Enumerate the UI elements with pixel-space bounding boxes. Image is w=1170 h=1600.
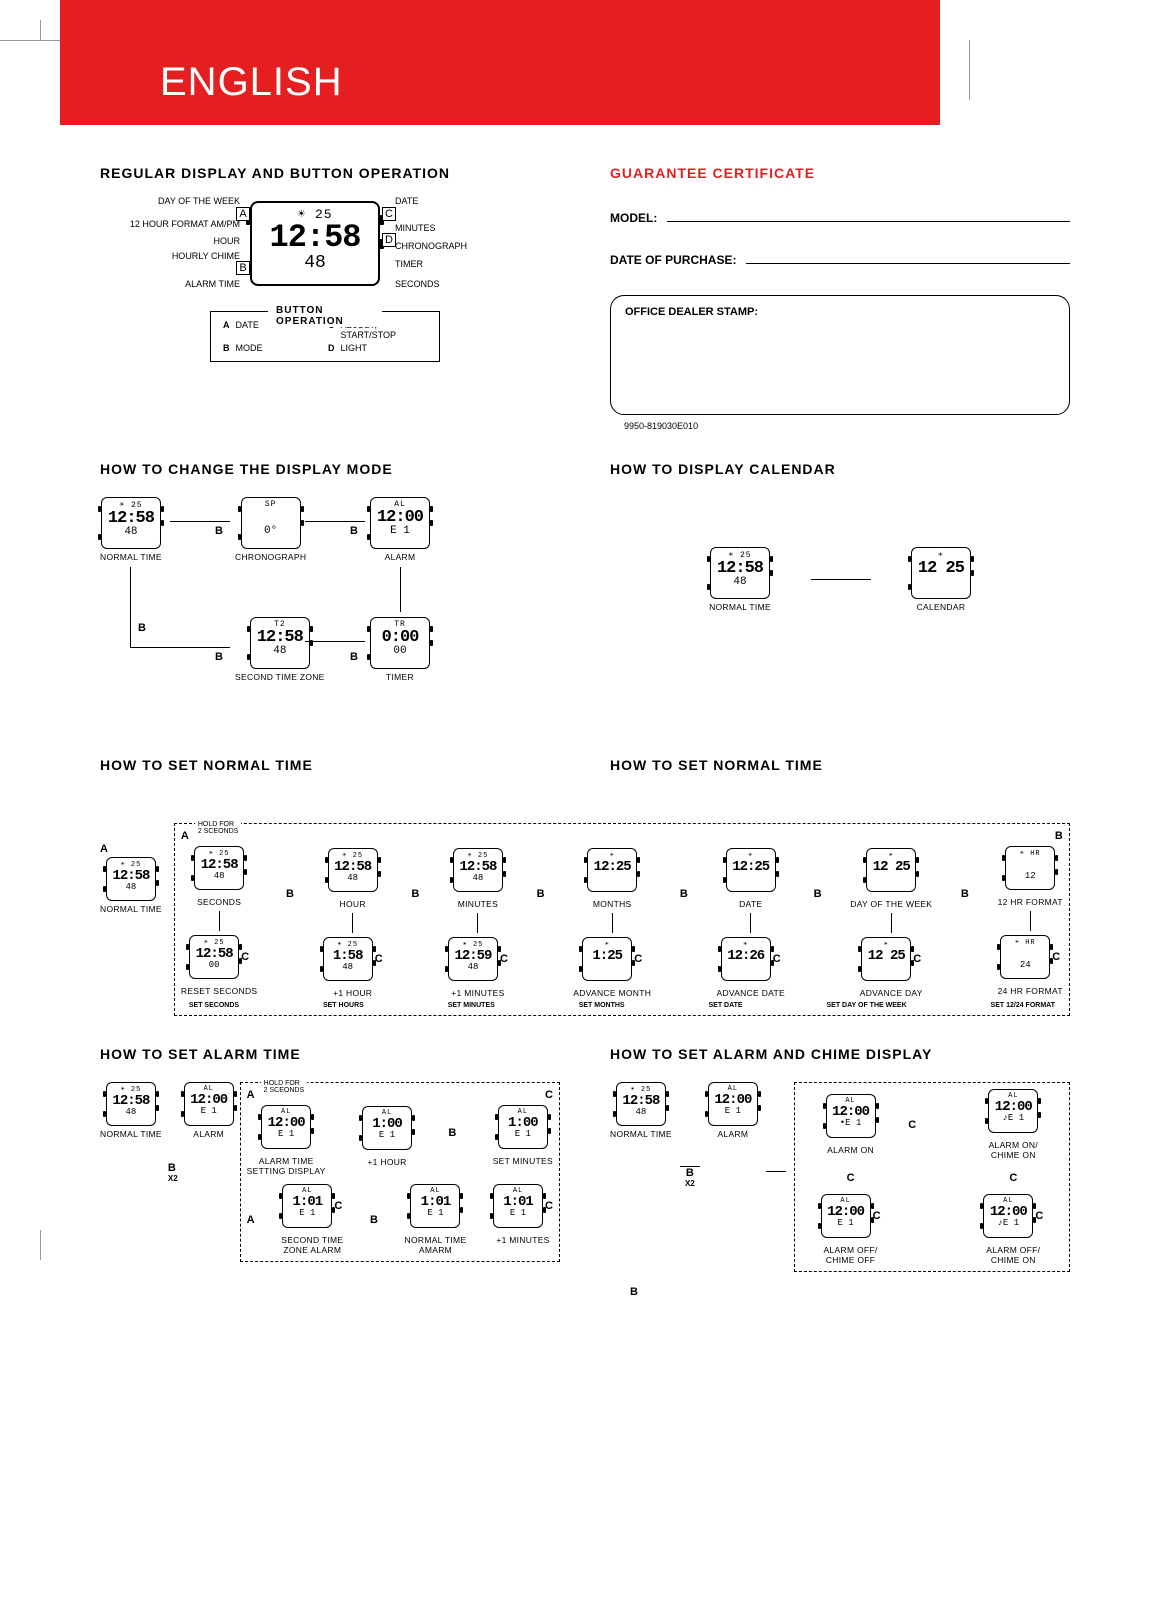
section-set-alarm: HOW TO SET ALARM TIME ☀ 2512:5848 NORMAL… <box>100 1046 560 1300</box>
watch-set-day: ☀12 25 <box>866 848 916 892</box>
watch-chime-alarm: AL12:00E 1 <box>708 1082 758 1126</box>
watch-set-hour: ☀ 2512:5848 <box>328 848 378 892</box>
button-operation-box: BUTTON OPERATION ADATE CADJUST, START/ST… <box>210 311 440 362</box>
field-date-purchase: DATE OF PURCHASE: <box>610 253 1070 267</box>
watch-set-seconds: ☀ 2512:5848 <box>194 846 244 890</box>
watch-alarm-amarm: AL1:01E 1 <box>410 1184 460 1228</box>
watch-alarm-on-chime-on: AL12:00♪E 1 <box>988 1089 1038 1133</box>
crop-mark-right <box>969 40 970 100</box>
section-regular-display: REGULAR DISPLAY AND BUTTON OPERATION ☀ 2… <box>100 165 560 431</box>
watch-set-date: ☀12:25 <box>726 848 776 892</box>
crop-mark-top <box>0 40 60 41</box>
section-change-mode: HOW TO CHANGE THE DISPLAY MODE ☀ 2512:58… <box>100 461 560 727</box>
set-normal-diagram: A ☀ 2512:5848 NORMAL TIME HOLD FOR 2 SCE… <box>100 823 1070 1016</box>
watch-alarm-setting: AL12:00E 1 <box>261 1105 311 1149</box>
watch-alarm: AL12:00E 1 <box>370 497 430 549</box>
watch-second-tz: T212:5848 <box>250 617 310 669</box>
watch-alarm-tz: AL1:01E 1 <box>282 1184 332 1228</box>
watch-set-12hr: ☀ HR 12 <box>1005 846 1055 890</box>
watch-set-months: ☀12:25 <box>587 848 637 892</box>
watch-plus-minutes: ☀ 2512:5948 <box>448 937 498 981</box>
field-model: MODEL: <box>610 211 1070 225</box>
watch-reset-seconds: ☀ 2512:5800 <box>189 935 239 979</box>
watch-set-start: ☀ 2512:5848 <box>106 857 156 901</box>
watch-set-minutes: ☀ 2512:5848 <box>453 848 503 892</box>
watch-timer: TR0:0000 <box>370 617 430 669</box>
section-set-normal-left: HOW TO SET NORMAL TIME <box>100 757 560 793</box>
section-calendar: HOW TO DISPLAY CALENDAR ☀ 2512:5848 NORM… <box>610 461 1070 727</box>
watch-alarm-off-chime-on: AL12:00♪E 1 <box>983 1194 1033 1238</box>
watch-normal-time: ☀ 2512:5848 <box>101 497 161 549</box>
watch-alarm-normal: ☀ 2512:5848 <box>106 1082 156 1126</box>
watch-adv-day: ☀12 25 <box>861 937 911 981</box>
serial-number: 9950-819030E010 <box>624 421 1070 431</box>
heading-regular: REGULAR DISPLAY AND BUTTON OPERATION <box>100 165 560 181</box>
watch-alarm-hour: AL1:00E 1 <box>362 1106 412 1150</box>
heading-guarantee: GUARANTEE CERTIFICATE <box>610 165 1070 181</box>
section-set-normal-right: HOW TO SET NORMAL TIME <box>610 757 1070 793</box>
watch-adv-month: ☀1:25 <box>582 937 632 981</box>
watch-calendar: ☀12 25 <box>911 547 971 599</box>
watch-chime-normal: ☀ 2512:5848 <box>616 1082 666 1126</box>
watch-plus-hour: ☀ 251:5848 <box>323 937 373 981</box>
watch-alarm-on: AL12:00•E 1 <box>826 1094 876 1138</box>
crop-mark-bottom <box>40 1230 41 1260</box>
watch-alarm-alarm: AL12:00E 1 <box>184 1082 234 1126</box>
section-alarm-chime: HOW TO SET ALARM AND CHIME DISPLAY ☀ 251… <box>610 1046 1070 1300</box>
dealer-stamp-box: OFFICE DEALER STAMP: <box>610 295 1070 415</box>
watch-main-display: ☀ 25 12:58 48 <box>250 201 380 286</box>
watch-adv-date: ☀12:26 <box>721 937 771 981</box>
watch-cal-normal: ☀ 2512:5848 <box>710 547 770 599</box>
section-guarantee: GUARANTEE CERTIFICATE MODEL: DATE OF PUR… <box>610 165 1070 431</box>
watch-chronograph: SP 0° <box>241 497 301 549</box>
language-banner: ENGLISH <box>60 0 940 125</box>
watch-alarm-off-chime-off: AL12:00E 1 <box>821 1194 871 1238</box>
watch-alarm-plusmin: AL1:01E 1 <box>493 1184 543 1228</box>
watch-alarm-min: AL1:00E 1 <box>498 1105 548 1149</box>
watch-24hr: ☀ HR 24 <box>1000 935 1050 979</box>
